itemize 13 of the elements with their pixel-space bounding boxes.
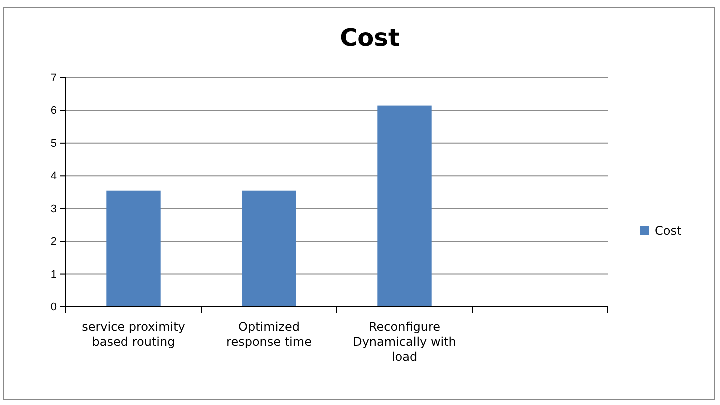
y-tick-label: 7: [50, 72, 57, 85]
y-tick-label: 4: [50, 170, 57, 183]
x-tick-label: Optimized response time: [226, 320, 312, 349]
y-tick-label: 0: [50, 302, 57, 314]
y-tick-label: 1: [50, 268, 57, 281]
y-tick-label: 6: [50, 105, 57, 118]
y-tick-label: 2: [50, 236, 57, 248]
x-tick-label: Reconfigure Dynamically with load: [353, 320, 456, 364]
legend-label: Cost: [655, 224, 682, 238]
y-tick-label: 5: [50, 138, 57, 150]
x-tick-label: service proximity based routing: [82, 320, 186, 349]
chart-title: Cost: [340, 24, 400, 52]
y-tick-label: 3: [50, 203, 57, 216]
